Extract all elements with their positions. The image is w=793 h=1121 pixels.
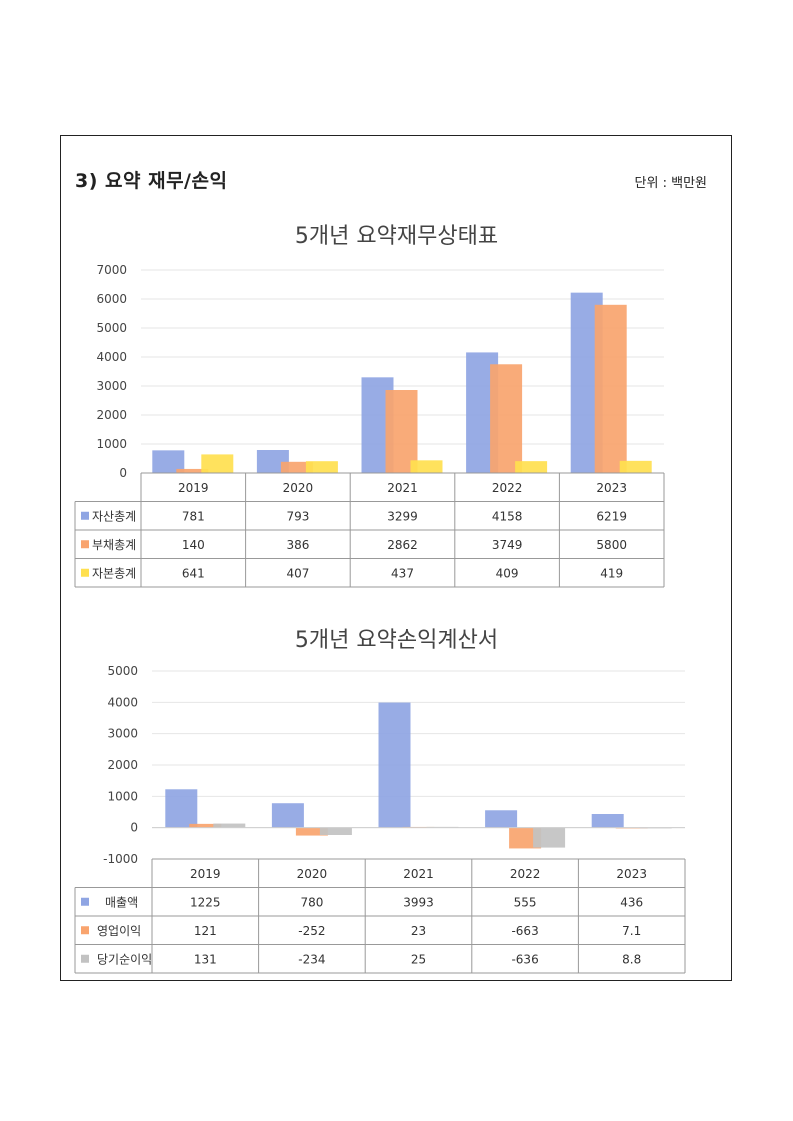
chart2-legend-label: 매출액: [105, 895, 138, 909]
chart1-data-label: 140: [182, 538, 205, 552]
chart2-y-tick-label: 3000: [107, 727, 138, 741]
chart2-bar: [533, 827, 566, 848]
chart1-title: 5개년 요약재무상태표: [294, 224, 499, 249]
chart1-bar: [385, 390, 418, 473]
chart1-data-label: 407: [286, 566, 309, 580]
chart2-legend-label: 당기순이익: [97, 952, 152, 966]
chart2-bar: [295, 827, 328, 836]
chart2-bar: [165, 789, 198, 828]
chart1-bar: [410, 460, 443, 473]
chart1-y-tick-label: 4000: [96, 350, 127, 364]
chart1-data-label: 386: [286, 538, 309, 552]
chart2-title: 5개년 요약손익계산서: [294, 628, 499, 653]
unit-label: 단위 : 백만원: [634, 176, 707, 191]
chart1-x-tick-label: 2019: [178, 481, 209, 495]
chart2-y-tick-label: 4000: [107, 695, 138, 709]
chart2-data-label: -252: [298, 924, 325, 938]
chart2-x-tick-label: 2022: [510, 867, 541, 881]
chart1-data-label: 793: [286, 509, 309, 523]
chart1-y-tick-label: 0: [119, 466, 127, 480]
chart2-y-tick-label: 5000: [107, 664, 138, 678]
chart2-data-label: 121: [194, 924, 217, 938]
chart2-y-tick-label: 1000: [107, 789, 138, 803]
chart2-x-tick-label: 2023: [616, 867, 647, 881]
chart1-legend-swatch: [81, 511, 89, 520]
chart1-legend-label: 자산총계: [92, 509, 136, 523]
chart2-data-label: 8.8: [622, 952, 641, 966]
chart2-bar: [485, 810, 518, 828]
chart2-y-tick-label: -1000: [103, 852, 138, 866]
chart1-legend-label: 자본총계: [92, 566, 136, 580]
chart2-data-label: 7.1: [622, 924, 641, 938]
chart2-legend-swatch: [81, 926, 89, 935]
chart2-x-tick-label: 2021: [403, 867, 434, 881]
chart1-data-label: 2862: [387, 538, 418, 552]
chart2-bar: [319, 827, 352, 835]
chart1-data-label: 5800: [596, 538, 627, 552]
chart1-y-tick-label: 3000: [96, 379, 127, 393]
chart2-data-label: -636: [511, 952, 538, 966]
chart1-y-tick-label: 1000: [96, 437, 127, 451]
chart2-bar: [591, 814, 624, 828]
chart2-x-tick-label: 2019: [190, 867, 221, 881]
chart1-x-tick-label: 2023: [596, 481, 627, 495]
chart2-data-label: 555: [514, 895, 537, 909]
chart2-data-label: 131: [194, 952, 217, 966]
chart1-legend-label: 부채총계: [92, 538, 136, 552]
chart1-legend-swatch: [81, 540, 89, 549]
chart2-data-label: 780: [300, 895, 323, 909]
chart1-bar: [490, 364, 523, 473]
chart1-bar: [515, 461, 548, 473]
chart1-data-label: 781: [182, 509, 205, 523]
chart2-data-label: 3993: [403, 895, 434, 909]
chart1-y-tick-label: 7000: [96, 263, 127, 277]
chart2-bar: [213, 823, 246, 828]
chart1-y-tick-label: 5000: [96, 321, 127, 335]
report-frame: [60, 135, 732, 981]
chart2-data-label: -234: [298, 952, 325, 966]
chart1-data-label: 437: [391, 566, 414, 580]
chart1-y-tick-label: 6000: [96, 292, 127, 306]
chart2-y-tick-label: 2000: [107, 758, 138, 772]
chart1-data-label: 6219: [596, 509, 627, 523]
chart2-bar: [189, 823, 222, 828]
chart2-data-label: -663: [511, 924, 538, 938]
chart1-legend-swatch: [81, 568, 89, 577]
chart1-x-tick-label: 2022: [492, 481, 523, 495]
chart1-data-label: 3749: [492, 538, 523, 552]
chart1-bar: [176, 468, 209, 473]
chart2-legend-swatch: [81, 897, 89, 906]
chart1-data-label: 419: [600, 566, 623, 580]
chart1-bar: [280, 461, 313, 473]
chart2-bar: [378, 702, 411, 828]
chart1-x-tick-label: 2020: [283, 481, 314, 495]
chart1-data-label: 409: [496, 566, 519, 580]
chart2-y-tick-label: 0: [130, 821, 138, 835]
chart2-bar: [271, 803, 304, 828]
chart2-x-tick-label: 2020: [297, 867, 328, 881]
chart2-data-label: 25: [411, 952, 426, 966]
chart1-data-label: 3299: [387, 509, 418, 523]
chart2-data-label: 1225: [190, 895, 221, 909]
chart1-bar: [594, 304, 627, 473]
chart2-legend-swatch: [81, 954, 89, 963]
chart1-bar: [201, 454, 234, 473]
section-title: 3) 요약 재무/손익: [75, 170, 228, 192]
chart1-data-label: 4158: [492, 509, 523, 523]
chart2-data-label: 23: [411, 924, 426, 938]
chart2-data-label: 436: [620, 895, 643, 909]
chart1-bar: [152, 450, 185, 473]
chart1-y-tick-label: 2000: [96, 408, 127, 422]
chart1-x-tick-label: 2021: [387, 481, 418, 495]
chart1-bar: [619, 460, 652, 473]
chart1-data-label: 641: [182, 566, 205, 580]
chart1-bar: [305, 461, 338, 473]
chart2-legend-label: 영업이익: [97, 924, 141, 938]
